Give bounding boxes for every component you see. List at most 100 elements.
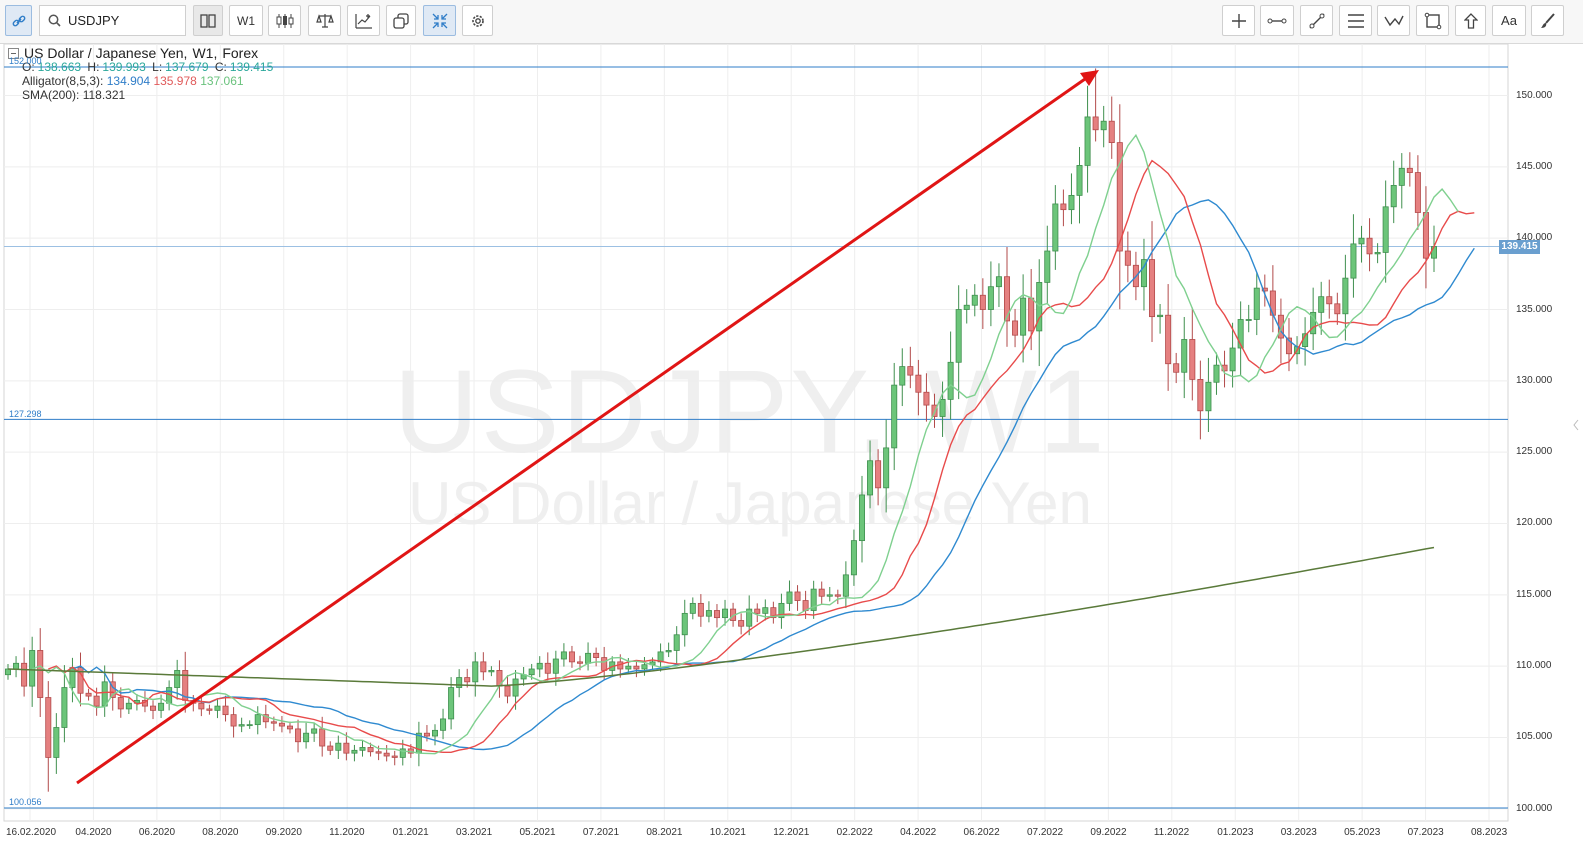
candle-body bbox=[1068, 194, 1075, 211]
candle-body bbox=[1124, 250, 1131, 266]
compress-icon[interactable] bbox=[423, 5, 456, 36]
candle-body bbox=[1012, 320, 1019, 336]
candle-body bbox=[746, 608, 753, 627]
chart-area[interactable]: USDJPY, W1 US Dollar / Japanese Yen bbox=[0, 44, 1583, 853]
candle-body bbox=[1084, 116, 1091, 166]
candle-body bbox=[174, 670, 181, 688]
x-tick-label: 08.2023 bbox=[1471, 827, 1508, 838]
candle-body bbox=[270, 721, 277, 724]
candle-body bbox=[794, 591, 801, 601]
horizontal-line-icon[interactable] bbox=[1260, 5, 1294, 36]
y-tick-label: 100.000 bbox=[1516, 802, 1553, 814]
candle-body bbox=[1253, 287, 1260, 320]
x-tick-label: 06.2022 bbox=[963, 827, 1000, 838]
crosshair-icon[interactable] bbox=[1222, 5, 1255, 36]
candle-body bbox=[826, 594, 833, 597]
candle-body bbox=[697, 602, 704, 617]
candle-body bbox=[456, 677, 463, 688]
balance-icon[interactable] bbox=[308, 5, 341, 36]
candle-body bbox=[1334, 303, 1341, 315]
candle-body bbox=[770, 607, 777, 619]
sma200-line bbox=[7, 546, 1435, 687]
candle-body bbox=[665, 650, 672, 653]
candle-body bbox=[375, 751, 382, 754]
candle-body bbox=[472, 661, 479, 683]
fib-lines-icon[interactable] bbox=[1339, 5, 1372, 36]
candle-body bbox=[1310, 311, 1317, 335]
candle-body bbox=[1044, 250, 1051, 283]
high-value: 139.993 bbox=[102, 60, 146, 74]
brush-icon[interactable] bbox=[1531, 5, 1564, 36]
scroll-chevron-icon bbox=[1573, 419, 1579, 431]
candle-body bbox=[311, 728, 318, 734]
candle-body bbox=[987, 286, 994, 310]
candle-body bbox=[423, 732, 430, 737]
level-label-top: 152.000 bbox=[9, 56, 42, 66]
candle-body bbox=[512, 678, 519, 697]
y-tick-label: 115.000 bbox=[1516, 588, 1552, 600]
text-icon[interactable]: Aa bbox=[1492, 5, 1526, 36]
candle-body bbox=[504, 685, 511, 697]
candle-body bbox=[1350, 243, 1357, 279]
candle-body bbox=[979, 294, 986, 310]
candle-body bbox=[577, 661, 584, 664]
x-tick-label: 05.2023 bbox=[1344, 827, 1381, 838]
candle-body bbox=[544, 662, 551, 674]
x-tick-label: 03.2023 bbox=[1280, 827, 1317, 838]
y-tick-label: 145.000 bbox=[1516, 160, 1553, 172]
candle-body bbox=[1036, 282, 1043, 332]
x-tick-label: 07.2021 bbox=[582, 827, 620, 838]
chart-legend: US Dollar / Japanese Yen, W1, Forex O: 13… bbox=[8, 46, 276, 102]
candle-body bbox=[536, 662, 543, 670]
shapes-icon[interactable] bbox=[386, 5, 416, 36]
candle-body bbox=[560, 651, 567, 660]
trend-line-icon[interactable] bbox=[1300, 5, 1333, 36]
candle-body bbox=[1100, 120, 1107, 131]
x-tick-label: 11.2022 bbox=[1153, 827, 1190, 838]
indicator-icon[interactable] bbox=[347, 5, 380, 36]
candle-body bbox=[1189, 339, 1196, 380]
rectangle-icon[interactable] bbox=[1416, 5, 1449, 36]
toolbar: USDJPY W1 Aa bbox=[0, 0, 1583, 44]
candle-body bbox=[351, 749, 358, 754]
layout-split-button[interactable] bbox=[193, 5, 223, 36]
candle-body bbox=[254, 714, 261, 726]
candle-body bbox=[431, 729, 438, 737]
candle-body bbox=[1229, 347, 1236, 372]
candle-body bbox=[150, 705, 157, 711]
arrow-up-icon[interactable] bbox=[1455, 5, 1486, 36]
candle-body bbox=[1261, 287, 1268, 292]
timeframe-button[interactable]: W1 bbox=[229, 5, 263, 36]
instrument-title: US Dollar / Japanese Yen, bbox=[24, 45, 188, 61]
x-tick-label: 08.2021 bbox=[646, 827, 683, 838]
candle-body bbox=[125, 702, 132, 710]
candle-body bbox=[915, 374, 922, 393]
symbol-search-input[interactable]: USDJPY bbox=[39, 5, 186, 36]
candle-body bbox=[1422, 212, 1429, 259]
x-tick-label: 04.2020 bbox=[75, 827, 112, 838]
wave-icon[interactable] bbox=[1377, 5, 1410, 36]
candle-body bbox=[230, 714, 237, 727]
candle-body bbox=[93, 695, 100, 707]
y-tick-label: 140.000 bbox=[1516, 232, 1553, 244]
candle-body bbox=[995, 276, 1002, 288]
candles-icon[interactable] bbox=[268, 5, 301, 36]
candle-body bbox=[367, 747, 374, 753]
candle-body bbox=[1052, 203, 1059, 252]
candle-body bbox=[907, 366, 914, 376]
candle-body bbox=[842, 574, 849, 597]
candle-body bbox=[1092, 116, 1099, 131]
candle-body bbox=[1382, 206, 1389, 253]
candle-body bbox=[61, 687, 68, 728]
gear-icon[interactable] bbox=[462, 5, 493, 36]
candle-body bbox=[891, 384, 898, 449]
low-value: 137.679 bbox=[165, 60, 209, 74]
candle-body bbox=[1213, 364, 1220, 383]
candle-body bbox=[1205, 381, 1212, 412]
x-tick-label: 01.2023 bbox=[1217, 827, 1254, 838]
candle-body bbox=[13, 662, 20, 670]
link-icon[interactable] bbox=[5, 5, 32, 36]
collapse-legend-icon[interactable] bbox=[8, 47, 19, 59]
alligator-jaw-line bbox=[72, 199, 1475, 751]
